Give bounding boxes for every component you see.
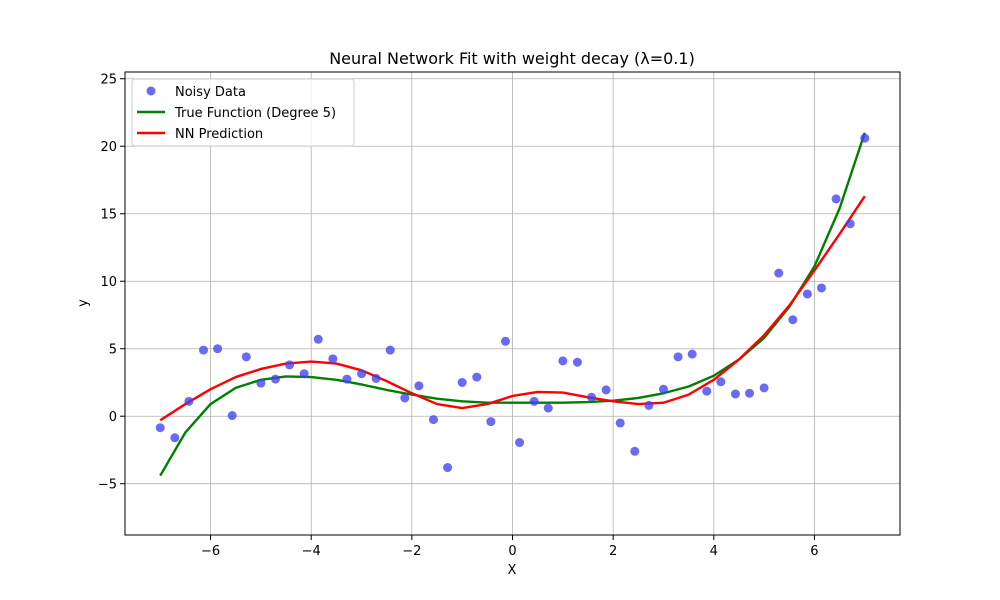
data-point [184, 396, 194, 406]
y-tick-label: 25 [100, 73, 117, 88]
data-point [213, 344, 223, 354]
data-point [845, 219, 855, 229]
y-axis-label: y [76, 299, 91, 307]
data-point [831, 194, 841, 204]
data-point [529, 396, 539, 406]
data-point [227, 411, 237, 421]
x-tick-label: −4 [302, 544, 321, 559]
data-point [587, 392, 597, 402]
data-point [299, 369, 309, 379]
legend-label: True Function (Degree 5) [174, 106, 336, 121]
data-point [357, 369, 367, 379]
legend-marker [146, 86, 156, 96]
plot-area [155, 132, 870, 477]
data-point [414, 381, 424, 391]
data-point [428, 415, 438, 425]
y-tick-label: 20 [100, 140, 117, 155]
data-point [270, 374, 280, 384]
data-point [572, 357, 582, 367]
data-point [328, 354, 338, 364]
data-point [730, 389, 740, 399]
y-tick-label: 10 [100, 275, 117, 290]
data-point [601, 385, 611, 395]
grid [125, 72, 900, 535]
data-point [155, 423, 165, 433]
data-point [716, 377, 726, 387]
data-point [385, 345, 395, 355]
y-tick-label: 5 [109, 343, 117, 358]
data-point [170, 433, 180, 443]
x-tick-label: 4 [710, 544, 718, 559]
x-tick-label: −6 [201, 544, 220, 559]
data-point [256, 378, 266, 388]
data-point [515, 438, 525, 448]
data-point [802, 289, 812, 299]
x-tick-label: 2 [609, 544, 617, 559]
data-point [673, 352, 683, 362]
data-point [759, 383, 769, 393]
y-tick-label: 15 [100, 208, 117, 223]
data-point [400, 393, 410, 403]
data-point [472, 372, 482, 382]
data-point [342, 374, 352, 384]
data-point [543, 403, 553, 413]
legend-box [131, 78, 355, 147]
data-point [745, 388, 755, 398]
data-point [500, 336, 510, 346]
data-point [774, 268, 784, 278]
x-tick-label: 6 [810, 544, 818, 559]
data-point [241, 352, 251, 362]
data-point [860, 133, 870, 143]
data-point [457, 377, 467, 387]
nn-prediction-line [159, 195, 866, 422]
data-point [658, 384, 668, 394]
data-point [816, 283, 826, 293]
data-point [371, 373, 381, 383]
data-point [285, 360, 295, 370]
data-point [313, 334, 323, 344]
legend: Noisy Data True Function (Degree 5) NN Pre… [131, 78, 355, 147]
data-point [443, 463, 453, 473]
data-point [702, 386, 712, 396]
data-point [486, 417, 496, 427]
data-point [644, 400, 654, 410]
y-tick-label: −5 [98, 478, 117, 493]
y-tick-label: 0 [109, 410, 117, 425]
x-tick-label: 0 [508, 544, 516, 559]
data-point [788, 315, 798, 325]
data-point [687, 349, 697, 359]
data-point [558, 356, 568, 366]
chart-title: Neural Network Fit with weight decay (λ=… [329, 49, 695, 68]
data-point [199, 345, 209, 355]
legend-label: NN Prediction [175, 127, 263, 142]
x-axis-label: X [508, 563, 517, 578]
data-point [630, 446, 640, 456]
data-point [615, 418, 625, 428]
x-tick-label: −2 [402, 544, 421, 559]
legend-label: Noisy Data [175, 85, 246, 100]
axes: −6 −4 −2 0 2 4 6 −5 0 5 10 15 20 25 [98, 71, 901, 559]
